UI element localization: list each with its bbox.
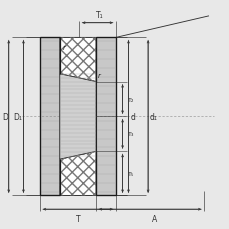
Polygon shape (60, 74, 96, 159)
Text: d₁: d₁ (150, 112, 157, 121)
Polygon shape (60, 152, 96, 196)
Bar (60, 38, 96, 196)
Polygon shape (60, 38, 96, 82)
Text: r: r (63, 45, 65, 51)
Text: T₂: T₂ (127, 97, 133, 102)
Text: T₅: T₅ (127, 171, 133, 176)
Text: D: D (2, 112, 8, 121)
Text: T: T (75, 214, 80, 223)
Bar (96, 38, 115, 196)
Text: T₁: T₁ (95, 11, 103, 20)
Text: r: r (98, 72, 101, 78)
Text: D₁: D₁ (14, 112, 22, 121)
Text: d: d (130, 112, 135, 121)
Text: A: A (152, 214, 157, 223)
Text: T₃: T₃ (127, 132, 133, 137)
Bar (40, 38, 60, 196)
